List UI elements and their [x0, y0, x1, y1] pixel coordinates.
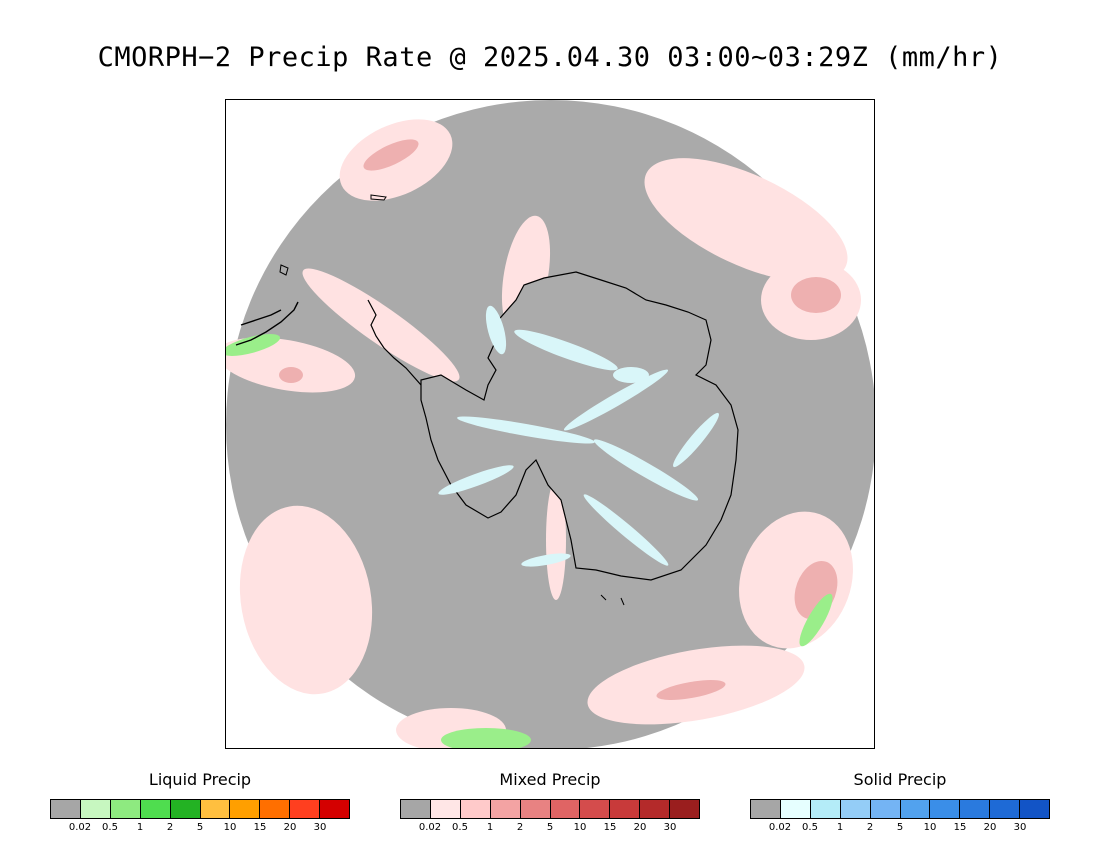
legend-tick-label: 5	[546, 822, 554, 833]
legend-swatch	[80, 800, 111, 818]
legend-swatch	[930, 800, 961, 818]
legend-tick-label: 20	[983, 822, 997, 833]
legend-swatch	[140, 800, 171, 818]
legend-tick-label: 20	[633, 822, 647, 833]
island-coastlines	[279, 194, 625, 606]
legend-tick-label: 10	[223, 822, 237, 833]
legend-ticks: 0.02 0.5 1 2 5 10 15 20 30	[750, 822, 1050, 836]
legend-swatch	[900, 800, 931, 818]
legend-swatch	[430, 800, 461, 818]
legend-tick-label: 15	[253, 822, 267, 833]
legend-swatch	[960, 800, 991, 818]
legend-swatch	[230, 800, 261, 818]
legend-swatch	[260, 800, 291, 818]
legend-swatch	[110, 800, 141, 818]
legend-tick-label: 15	[603, 822, 617, 833]
legend-swatch	[550, 800, 581, 818]
polar-map	[225, 99, 875, 749]
legend-tick-label: 15	[953, 822, 967, 833]
map-title: CMORPH−2 Precip Rate @ 2025.04.30 03:00~…	[97, 42, 1003, 73]
peninsula-coastline	[367, 299, 422, 386]
legend-swatch	[780, 800, 811, 818]
legend-tick-label: 2	[516, 822, 524, 833]
solid-precip-areas	[438, 305, 719, 567]
legend-title: Liquid Precip	[148, 770, 252, 789]
legend-tick-label: 2	[866, 822, 874, 833]
legend-swatch	[751, 800, 781, 818]
legend-tick-label: 5	[196, 822, 204, 833]
legend-swatch	[200, 800, 231, 818]
legend-ticks: 0.02 0.5 1 2 5 10 15 20 30	[400, 822, 700, 836]
legend-tick-label: 30	[313, 822, 327, 833]
legend-bar	[750, 799, 1050, 819]
legend-swatch	[870, 800, 901, 818]
legend-swatch	[580, 800, 611, 818]
south-america-coastline	[235, 301, 299, 346]
legend-tick-label: 30	[1013, 822, 1027, 833]
mixed-precip-areas	[226, 119, 861, 748]
legend-swatch	[290, 800, 321, 818]
legend-swatch	[640, 800, 671, 818]
legend-tick-label: 0.5	[102, 822, 118, 833]
legend-tick-label: 0.5	[802, 822, 818, 833]
legend-swatch	[51, 800, 81, 818]
legend-mixed: Mixed Precip 0.02 0.5 1 2 5 10 15 20 30	[400, 770, 700, 836]
legend-tick-label: 10	[923, 822, 937, 833]
legend-tick-label: 2	[166, 822, 174, 833]
legend-swatch	[1020, 800, 1050, 818]
legend-tick-label: 0.02	[768, 822, 792, 833]
legend-tick-label: 1	[486, 822, 494, 833]
legend-swatch	[460, 800, 491, 818]
legend-swatch	[520, 800, 551, 818]
legend-title: Mixed Precip	[499, 770, 601, 789]
legend-tick-label: 1	[836, 822, 844, 833]
legend-title: Solid Precip	[853, 770, 947, 789]
legend-liquid: Liquid Precip 0.02 0.5 1 2 5 10 15 20 30	[50, 770, 350, 836]
legend-tick-label: 5	[896, 822, 904, 833]
legend-swatch	[670, 800, 700, 818]
legend-swatch	[170, 800, 201, 818]
legend-bar	[400, 799, 700, 819]
legend-ticks: 0.02 0.5 1 2 5 10 15 20 30	[50, 822, 350, 836]
legend-swatch	[401, 800, 431, 818]
legend-swatch	[490, 800, 521, 818]
legend-tick-label: 30	[663, 822, 677, 833]
legend-swatch	[810, 800, 841, 818]
liquid-precip-areas	[226, 334, 833, 748]
legend-tick-label: 0.02	[418, 822, 442, 833]
legend-tick-label: 10	[573, 822, 587, 833]
legend-swatch	[840, 800, 871, 818]
legend-solid: Solid Precip 0.02 0.5 1 2 5 10 15 20 30	[750, 770, 1050, 836]
legend-tick-label: 20	[283, 822, 297, 833]
legend-tick-label: 0.5	[452, 822, 468, 833]
legend-swatch	[990, 800, 1021, 818]
legend-tick-label: 0.02	[68, 822, 92, 833]
legend-bar	[50, 799, 350, 819]
legend-swatch	[610, 800, 641, 818]
legend-tick-label: 1	[136, 822, 144, 833]
legend-swatch	[320, 800, 350, 818]
